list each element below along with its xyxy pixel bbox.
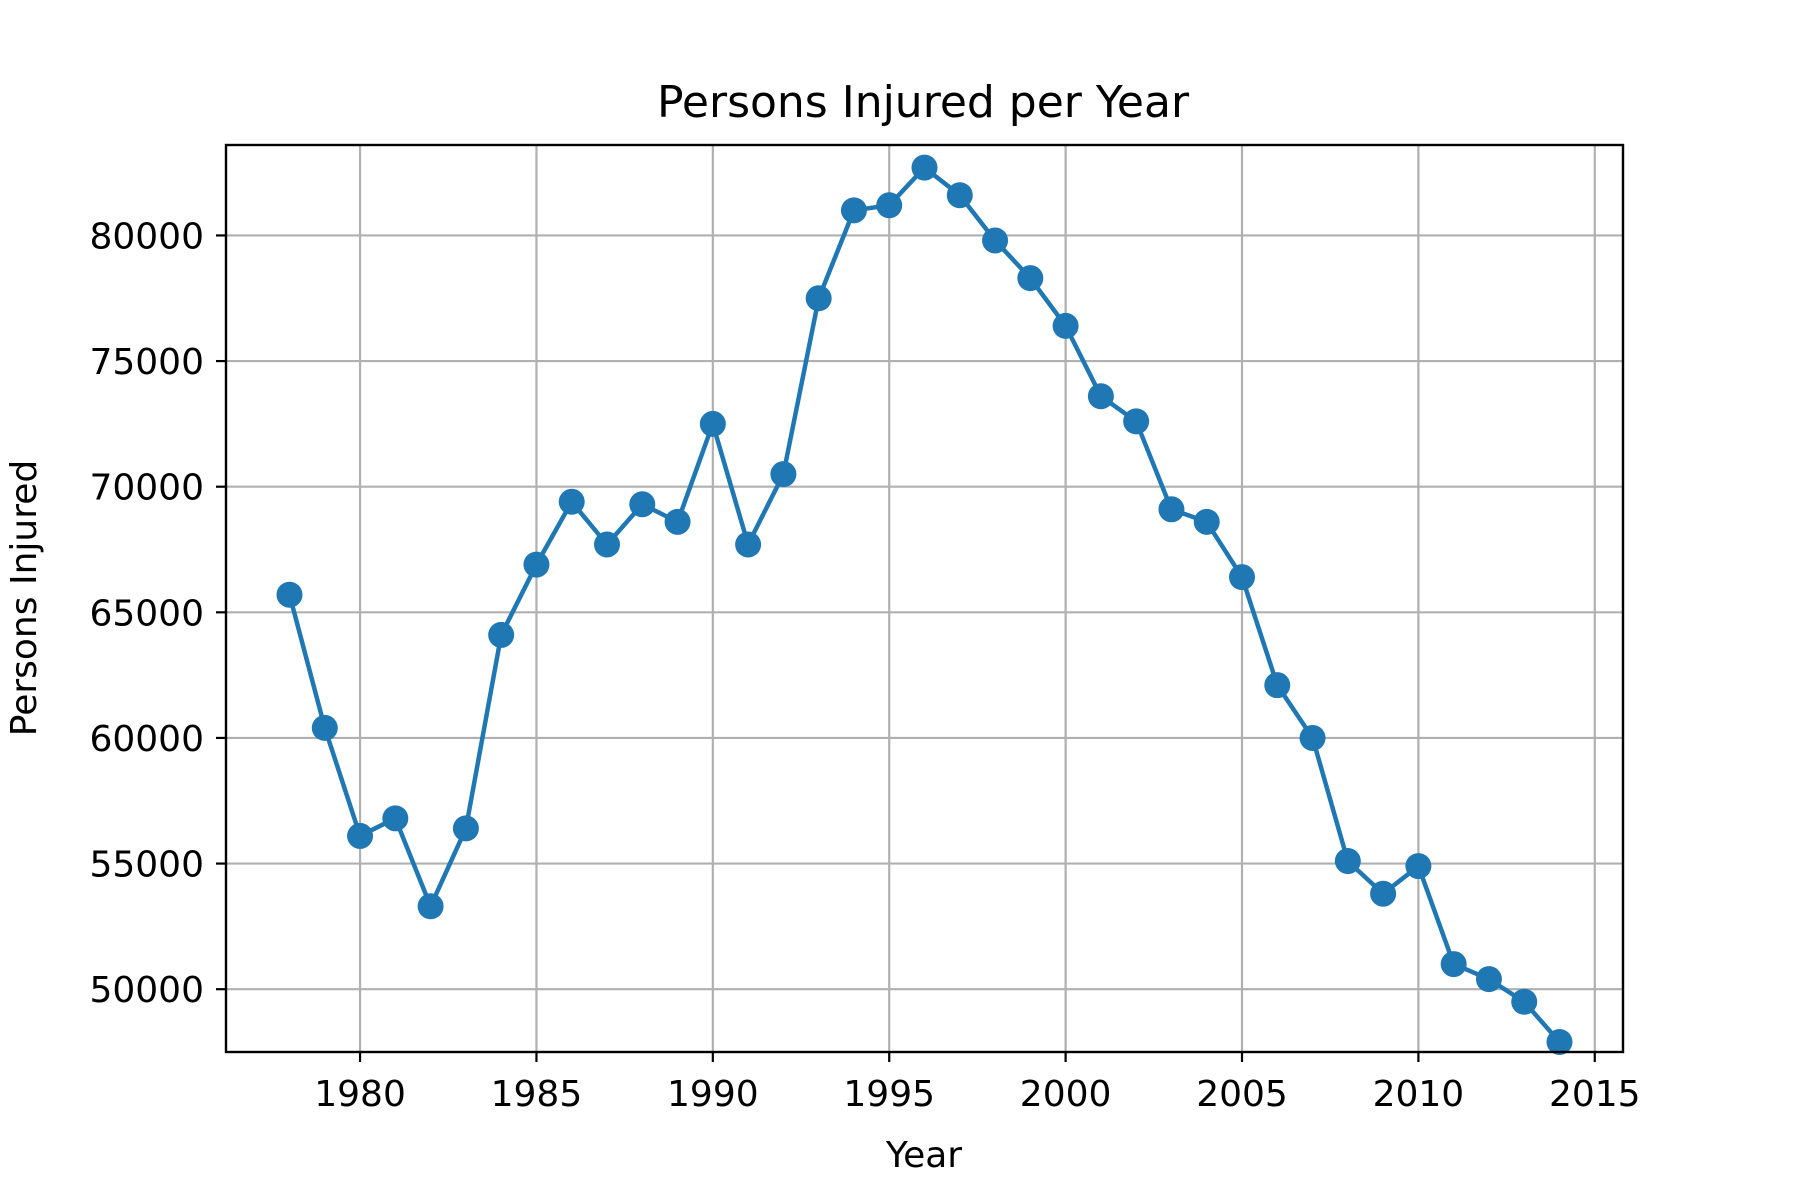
data-point [770, 461, 797, 488]
data-point [1087, 383, 1114, 410]
series-layer [276, 154, 1573, 1055]
data-point [1229, 564, 1255, 591]
y-tick-label: 70000 [89, 468, 204, 509]
data-point [1158, 496, 1185, 523]
data-point [594, 531, 620, 558]
data-point [876, 192, 903, 219]
data-point [911, 154, 938, 181]
data-point [805, 285, 832, 312]
data-point [699, 410, 726, 437]
data-point [1264, 672, 1291, 699]
y-tick-label: 65000 [89, 593, 204, 634]
y-axis-label: Persons Injured [4, 460, 45, 736]
data-point [982, 227, 1009, 254]
data-point [382, 805, 409, 832]
data-point [1405, 853, 1432, 880]
x-tick-label: 1980 [314, 1074, 406, 1115]
data-point [946, 182, 973, 209]
y-tick-label: 55000 [89, 845, 204, 886]
data-point [1123, 408, 1150, 435]
y-axis-ticks: 50000 55000 60000 65000 70000 75000 80000 [89, 216, 226, 1011]
data-point [1052, 312, 1079, 339]
x-axis-ticks: 1980 1985 1990 1995 2000 2005 2010 2015 [314, 1052, 1641, 1115]
x-tick-label: 2015 [1549, 1074, 1641, 1115]
data-point [1370, 880, 1397, 907]
data-point [417, 893, 444, 920]
y-tick-label: 75000 [89, 342, 204, 383]
data-point [1511, 988, 1538, 1015]
data-point [1334, 848, 1361, 875]
data-point [840, 197, 867, 224]
data-point [523, 551, 550, 578]
data-point [1017, 265, 1044, 292]
data-point [488, 621, 515, 648]
y-tick-label: 80000 [89, 216, 204, 257]
x-tick-label: 2010 [1373, 1074, 1465, 1115]
x-tick-label: 1995 [843, 1074, 935, 1115]
data-point [347, 822, 374, 849]
x-tick-label: 1990 [667, 1074, 759, 1115]
data-point [1440, 951, 1467, 978]
series-line [287, 165, 1562, 1044]
x-axis-label: Year [885, 1135, 962, 1176]
data-point [1475, 966, 1502, 993]
chart-title: Persons Injured per Year [657, 77, 1190, 128]
data-point [735, 531, 762, 558]
data-point [1193, 508, 1220, 535]
data-point [1299, 724, 1326, 751]
y-tick-label: 50000 [89, 970, 204, 1011]
plot-frame [224, 143, 1625, 1054]
x-tick-label: 2005 [1196, 1074, 1288, 1115]
data-point [1546, 1028, 1573, 1055]
data-point [558, 488, 585, 515]
x-tick-label: 2000 [1020, 1074, 1112, 1115]
x-tick-label: 1985 [491, 1074, 583, 1115]
data-point [311, 714, 338, 741]
y-tick-label: 60000 [89, 719, 204, 760]
grid-lines [226, 145, 1623, 1052]
data-point [452, 815, 479, 842]
data-point [664, 508, 691, 535]
data-point [629, 491, 656, 518]
data-point [276, 581, 303, 608]
